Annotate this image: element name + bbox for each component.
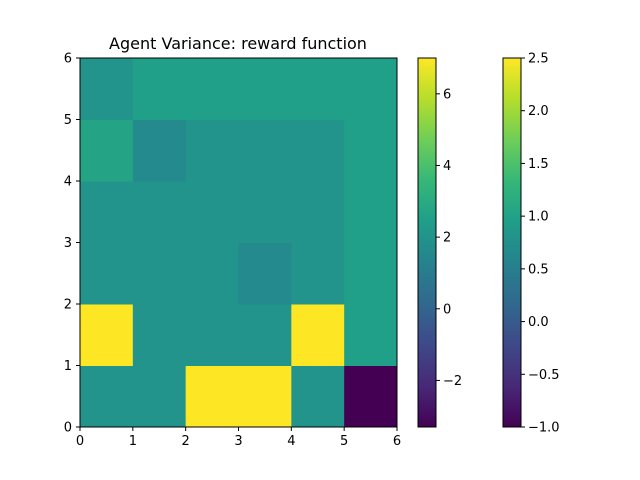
heatmap-cell: [185, 119, 239, 182]
heatmap-cell: [132, 242, 187, 305]
heatmap-cell: [80, 304, 134, 366]
colorbar-tick-label: 1.5: [528, 157, 549, 172]
heatmap-cell: [80, 119, 134, 182]
y-axis: 0 1 2 3 4 5 6: [64, 52, 80, 436]
heatmap-cells: [80, 58, 398, 428]
colorbar-tick-label: −0.5: [528, 368, 560, 383]
y-tick-label: 0: [64, 421, 72, 436]
colorbar-main: −2 0 2 4 6: [417, 57, 462, 428]
heatmap-cell: [238, 304, 292, 366]
y-tick-label: 1: [64, 359, 72, 374]
x-axis: 0 1 2 3 4 5 6: [76, 427, 401, 449]
heatmap-cell: [80, 58, 134, 120]
colorbar-tick-label: 2: [443, 231, 451, 246]
x-tick-label: 6: [393, 434, 401, 449]
heatmap-cell: [291, 365, 345, 428]
y-tick-label: 3: [64, 236, 72, 251]
heatmap-cell: [291, 304, 345, 366]
heatmap-cell: [132, 119, 187, 182]
x-tick-label: 0: [76, 434, 84, 449]
x-tick-label: 2: [182, 434, 190, 449]
colorbar-gradient: [418, 58, 436, 427]
y-tick-label: 5: [64, 113, 72, 128]
heatmap-cell: [132, 365, 187, 428]
heatmap-cell: [238, 242, 292, 305]
heatmap-cell: [80, 365, 134, 428]
colorbar-tick-label: 0.5: [528, 262, 549, 277]
heatmap-cell: [132, 304, 187, 366]
colorbar-secondary: −1.0 −0.5 0.0 0.5 1.0 1.5 2.0 2.5: [502, 52, 560, 436]
colorbar-tick-label: 0: [443, 302, 451, 317]
colorbar-frame: [502, 57, 522, 428]
y-tick-label: 2: [64, 298, 72, 313]
colorbar-gradient: [503, 58, 521, 427]
heatmap-cell: [185, 181, 239, 243]
x-tick-label: 5: [340, 434, 348, 449]
heatmap-cell: [185, 242, 239, 305]
heatmap-cell: [344, 365, 398, 428]
heatmap-cell: [132, 181, 187, 243]
heatmap-cell: [344, 58, 398, 120]
heatmap-cell: [80, 181, 134, 243]
heatmap-cell: [291, 181, 345, 243]
heatmap-cell: [238, 58, 292, 120]
heatmap-cell: [344, 304, 398, 366]
heatmap-cell: [344, 242, 398, 305]
heatmap-cell: [238, 365, 292, 428]
chart-title: Agent Variance: reward function: [109, 34, 367, 53]
colorbar-tick-label: 2.0: [528, 104, 549, 119]
heatmap-cell: [238, 119, 292, 182]
heatmap-cell: [291, 242, 345, 305]
heatmap-cell: [238, 181, 292, 243]
y-tick-label: 6: [64, 52, 72, 67]
heatmap-cell: [80, 242, 134, 305]
heatmap-cell: [291, 119, 345, 182]
colorbar-tick-label: 1.0: [528, 210, 549, 225]
heatmap-cell: [132, 58, 187, 120]
heatmap-cell: [344, 181, 398, 243]
y-tick-label: 4: [64, 175, 72, 190]
heatmap-cell: [291, 58, 345, 120]
x-tick-label: 3: [234, 434, 242, 449]
colorbar-tick-label: 4: [443, 159, 451, 174]
heatmap-cell: [344, 119, 398, 182]
colorbar-tick-label: 6: [443, 87, 451, 102]
heatmap-cell: [185, 365, 239, 428]
x-tick-label: 1: [129, 434, 137, 449]
colorbar-tick-label: −2: [443, 374, 462, 389]
x-tick-label: 4: [287, 434, 295, 449]
colorbar-tick-label: 0.0: [528, 315, 549, 330]
heatmap-cell: [185, 58, 239, 120]
colorbar-frame: [417, 57, 437, 428]
colorbar-tick-label: −1.0: [528, 421, 560, 436]
colorbar-tick-label: 2.5: [528, 52, 549, 67]
heatmap-cell: [185, 304, 239, 366]
